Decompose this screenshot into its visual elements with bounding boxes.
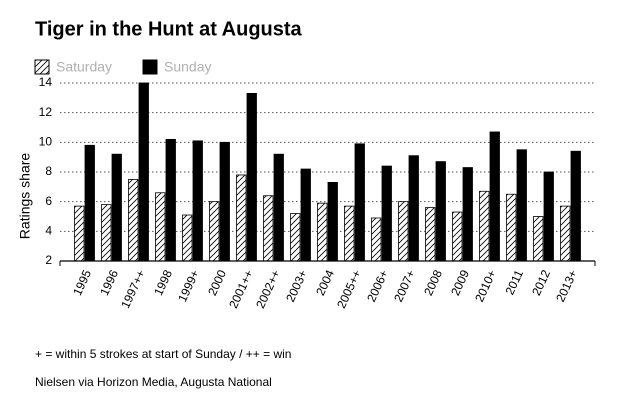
bar bbox=[489, 131, 500, 262]
y-tick-label: 10 bbox=[39, 135, 53, 149]
legend-swatch bbox=[142, 59, 158, 75]
x-tick-label: 2009 bbox=[448, 267, 472, 297]
x-tick-label: 2005++ bbox=[334, 268, 364, 311]
x-tick-label: 2004 bbox=[313, 267, 337, 297]
bar bbox=[317, 202, 328, 262]
bar bbox=[192, 140, 203, 262]
bar bbox=[219, 141, 230, 262]
bar bbox=[300, 168, 311, 262]
bar bbox=[155, 192, 166, 262]
x-tick-label: 2011 bbox=[502, 267, 526, 297]
bar bbox=[246, 92, 257, 262]
chart-title: Tiger in the Hunt at Augusta bbox=[35, 18, 303, 40]
x-tick-label: 2010+ bbox=[472, 268, 499, 304]
legend-label: Sunday bbox=[164, 59, 211, 75]
bar bbox=[236, 174, 247, 262]
y-tick-label: 4 bbox=[45, 224, 52, 238]
footnote: + = within 5 strokes at start of Sunday … bbox=[35, 347, 291, 361]
bar bbox=[128, 179, 139, 262]
legend-swatch bbox=[34, 59, 50, 75]
bar bbox=[398, 201, 409, 262]
bar bbox=[290, 213, 301, 262]
x-tick-label: 2008 bbox=[421, 267, 445, 297]
y-tick-label: 14 bbox=[39, 75, 53, 89]
y-tick-label: 8 bbox=[45, 164, 52, 178]
bar bbox=[327, 181, 338, 262]
bar bbox=[138, 82, 149, 262]
bar bbox=[74, 205, 85, 262]
bar bbox=[263, 195, 274, 262]
bar bbox=[479, 190, 490, 262]
bar bbox=[435, 161, 446, 262]
bar bbox=[425, 207, 436, 262]
bar bbox=[273, 153, 284, 262]
bar bbox=[101, 204, 112, 262]
bar bbox=[533, 216, 544, 262]
x-tick-label: 2000 bbox=[205, 267, 229, 297]
bar bbox=[371, 217, 382, 262]
x-tick-label: 2002++ bbox=[253, 268, 283, 311]
legend-label: Saturday bbox=[56, 59, 112, 75]
bar bbox=[516, 149, 527, 262]
source: Nielsen via Horizon Media, Augusta Natio… bbox=[35, 375, 272, 389]
x-tick-label: 2013+ bbox=[553, 268, 580, 304]
x-tick-label: 2003+ bbox=[283, 268, 310, 304]
x-tick-label: 2006+ bbox=[364, 268, 391, 304]
x-tick-label: 1999+ bbox=[175, 268, 202, 304]
bar bbox=[182, 214, 193, 262]
y-tick-label: 2 bbox=[45, 253, 52, 267]
bar bbox=[209, 201, 220, 262]
bar bbox=[408, 155, 419, 262]
bar bbox=[111, 153, 122, 262]
bar bbox=[84, 144, 95, 262]
x-tick-label: 1995 bbox=[70, 267, 94, 297]
bar bbox=[452, 211, 463, 262]
bar bbox=[344, 205, 355, 262]
bar bbox=[381, 165, 392, 262]
x-tick-label: 2012 bbox=[529, 267, 553, 297]
x-tick-label: 1997++ bbox=[118, 268, 148, 311]
x-tick-label: 1996 bbox=[97, 267, 121, 297]
bar bbox=[570, 150, 581, 262]
bar bbox=[506, 193, 517, 262]
y-tick-label: 6 bbox=[45, 194, 52, 208]
bar bbox=[560, 205, 571, 262]
x-tick-label: 2007+ bbox=[391, 268, 418, 304]
bar bbox=[354, 143, 365, 262]
bar bbox=[543, 171, 554, 262]
bar bbox=[165, 138, 176, 262]
x-tick-label: 2001++ bbox=[226, 268, 256, 311]
y-axis-label: Ratings share bbox=[17, 153, 33, 240]
bar bbox=[462, 167, 473, 262]
y-tick-label: 12 bbox=[39, 105, 53, 119]
x-tick-label: 1998 bbox=[151, 267, 175, 297]
